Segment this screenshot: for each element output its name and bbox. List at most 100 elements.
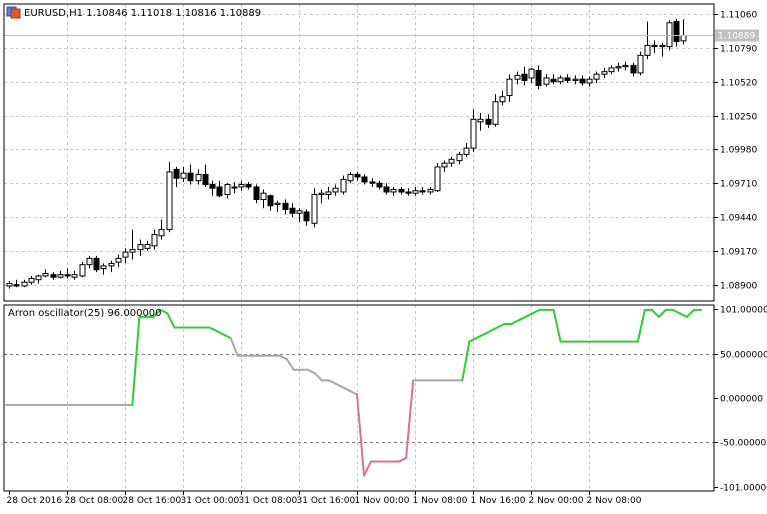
time-label: 1 Nov 16:00 [471, 496, 526, 506]
price-label: 1.09710 [720, 180, 757, 190]
aroon-segment [334, 382, 344, 389]
price-label: 1.09440 [720, 214, 757, 224]
bear-candle [267, 195, 274, 207]
bear-candle [303, 211, 310, 222]
aroon-segment [229, 337, 239, 357]
bear-candle [209, 183, 216, 189]
bull-candle [166, 171, 173, 231]
bear-candle [564, 77, 571, 81]
bear-candle [173, 168, 180, 179]
bear-candle [50, 274, 57, 278]
bull-candle [144, 244, 151, 249]
bear-candle [64, 274, 71, 277]
aroon-segment [215, 330, 225, 336]
bull-candle [224, 183, 231, 195]
aroon-segment [222, 333, 232, 340]
aroon-segment [363, 460, 373, 477]
bear-candle [651, 44, 658, 48]
aroon-segment [636, 308, 646, 343]
indicator-title: Arron oscillator(25) 96.000000 [8, 308, 162, 319]
bear-candle [419, 190, 426, 193]
bull-candle [347, 173, 354, 182]
aroon-segment [398, 456, 408, 463]
aroon-segment [159, 308, 169, 315]
bull-candle [151, 234, 158, 247]
bear-candle [485, 118, 492, 125]
time-label: 28 Oct 2016 [7, 496, 63, 506]
indicator-grid [4, 305, 714, 491]
svg-text:1.10889: 1.10889 [718, 31, 755, 41]
bull-candle [57, 274, 64, 278]
bull-candle [274, 202, 281, 206]
aroon-segment [650, 308, 660, 318]
time-label: 2 Nov 00:00 [529, 496, 584, 506]
bull-candle [21, 281, 28, 287]
bull-candle [115, 257, 122, 263]
bull-candle [28, 277, 35, 283]
bull-candle [42, 272, 49, 277]
price-label: 1.09170 [720, 248, 757, 258]
symbol-info: EURUSD,H1 1.10846 1.11018 1.10816 1.1088… [24, 8, 261, 19]
bear-candle [245, 183, 252, 188]
indicator-panel[interactable] [4, 305, 714, 491]
bear-candle [398, 188, 405, 193]
aroon-segment [496, 322, 506, 329]
aroon-segment [678, 312, 688, 318]
bull-candle [195, 173, 202, 182]
bear-candle [93, 257, 100, 271]
bull-candle [35, 275, 42, 281]
bear-candle [361, 176, 368, 183]
aroon-segment [671, 308, 681, 315]
bear-candle [253, 186, 260, 200]
aroon-segment [524, 312, 534, 318]
bull-candle [129, 249, 136, 253]
bull-candle [557, 77, 564, 83]
bear-candle [216, 186, 223, 197]
time-label: 31 Oct 00:00 [181, 496, 240, 506]
bear-candle [354, 173, 361, 178]
aroon-segment [356, 393, 366, 477]
bull-candle [158, 229, 165, 237]
bull-candle [71, 274, 78, 278]
bull-candle [137, 244, 144, 251]
bull-candle [238, 183, 245, 188]
time-label: 28 Oct 08:00 [65, 496, 124, 506]
aroon-segment [517, 315, 527, 322]
bear-candle [405, 191, 412, 194]
indicator-axis-label: -101.000000 [720, 484, 767, 494]
bull-candle [644, 44, 651, 56]
bull-candle [456, 153, 463, 162]
bull-candle [572, 78, 579, 81]
bull-candle [608, 67, 615, 73]
bull-candle [6, 282, 13, 287]
bull-candle [332, 187, 339, 193]
bull-candle [390, 188, 397, 193]
bull-candle [441, 162, 448, 168]
bull-candle [615, 66, 622, 69]
bull-candle [470, 118, 477, 149]
bull-candle [637, 54, 644, 74]
bull-candle [122, 251, 129, 258]
current-price-tag: 1.10889 [715, 29, 759, 42]
price-label: 1.10520 [720, 79, 757, 89]
aroon-segment [657, 308, 667, 318]
time-label: 1 Nov 08:00 [413, 496, 468, 506]
price-grid [4, 4, 714, 301]
bull-candle [601, 71, 608, 75]
aroon-segment [348, 389, 359, 396]
bull-candle [528, 68, 535, 79]
bear-candle [535, 69, 542, 86]
price-panel[interactable] [4, 4, 714, 301]
indicator-axis-label: -50.000000 [720, 439, 767, 449]
bull-candle [477, 118, 484, 123]
bear-candle [550, 78, 557, 83]
bull-candle [586, 78, 593, 84]
aroon-segment [405, 379, 415, 459]
aroon-oscillator-line [5, 308, 702, 477]
bear-candle [202, 173, 209, 185]
bull-candle [492, 101, 499, 125]
bull-candle [434, 166, 441, 192]
bear-candle [673, 21, 680, 43]
price-axis: 1.11060 1.10790 1.10520 1.10250 1.09980 1.097… [714, 11, 757, 292]
